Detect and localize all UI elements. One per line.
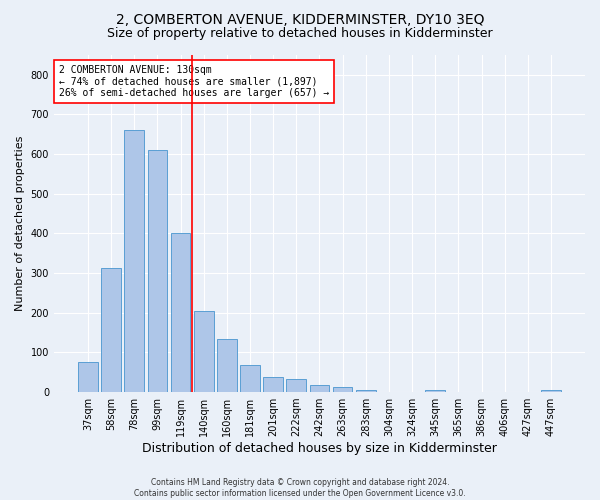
X-axis label: Distribution of detached houses by size in Kidderminster: Distribution of detached houses by size … (142, 442, 497, 455)
Bar (148, 150, 167, 392)
Text: 2, COMBERTON AVENUE, KIDDERMINSTER, DY10 3EQ: 2, COMBERTON AVENUE, KIDDERMINSTER, DY10… (116, 12, 484, 26)
Bar (78, 362, 98, 392)
Bar (170, 234, 190, 392)
Bar (286, 380, 306, 392)
Y-axis label: Number of detached properties: Number of detached properties (15, 136, 25, 311)
Bar (194, 311, 214, 392)
Bar (217, 338, 236, 392)
Bar (541, 390, 561, 392)
Text: Contains HM Land Registry data © Crown copyright and database right 2024.
Contai: Contains HM Land Registry data © Crown c… (134, 478, 466, 498)
Bar (356, 390, 376, 392)
Bar (425, 390, 445, 392)
Text: Size of property relative to detached houses in Kidderminster: Size of property relative to detached ho… (107, 28, 493, 40)
Bar (101, 268, 121, 392)
Bar (240, 365, 260, 392)
Bar (310, 386, 329, 392)
Bar (333, 388, 352, 392)
Bar (124, 130, 144, 392)
Bar (263, 377, 283, 392)
Text: 2 COMBERTON AVENUE: 130sqm
← 74% of detached houses are smaller (1,897)
26% of s: 2 COMBERTON AVENUE: 130sqm ← 74% of deta… (59, 65, 329, 98)
